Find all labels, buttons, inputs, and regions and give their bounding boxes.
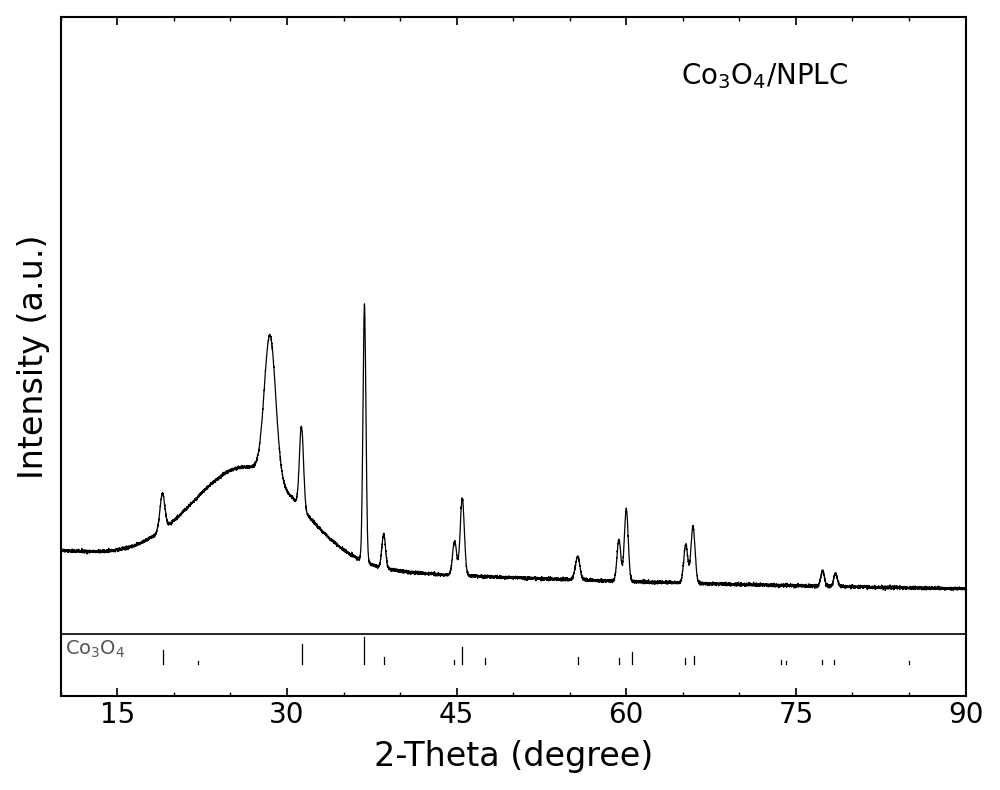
Y-axis label: Intensity (a.u.): Intensity (a.u.) xyxy=(17,235,50,479)
Text: Co$_3$O$_4$: Co$_3$O$_4$ xyxy=(65,638,126,660)
X-axis label: 2-Theta (degree): 2-Theta (degree) xyxy=(374,740,653,773)
Text: Co$_3$O$_4$/NPLC: Co$_3$O$_4$/NPLC xyxy=(681,61,848,91)
